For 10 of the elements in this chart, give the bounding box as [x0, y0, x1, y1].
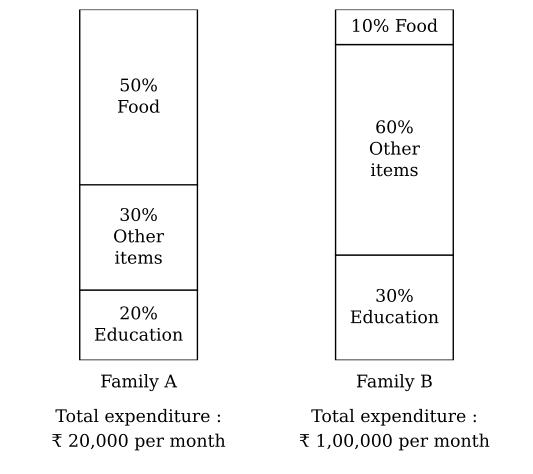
text: Total expenditure : ₹ 20,000 per month: [52, 408, 226, 450]
x-tick-label: Family A: [101, 374, 178, 392]
data-label: 60% Other items: [370, 120, 420, 176]
data-label: 30% Other items: [114, 208, 164, 264]
data-label: 20% Education: [94, 306, 183, 341]
x-tick-label: Family B: [356, 374, 432, 392]
data-label: 50% Food: [118, 78, 160, 113]
text: Total expenditure : ₹ 1,00,000 per month: [300, 408, 490, 450]
data-label: 30% Education: [350, 288, 439, 324]
data-label: 10% Food: [352, 18, 438, 32]
